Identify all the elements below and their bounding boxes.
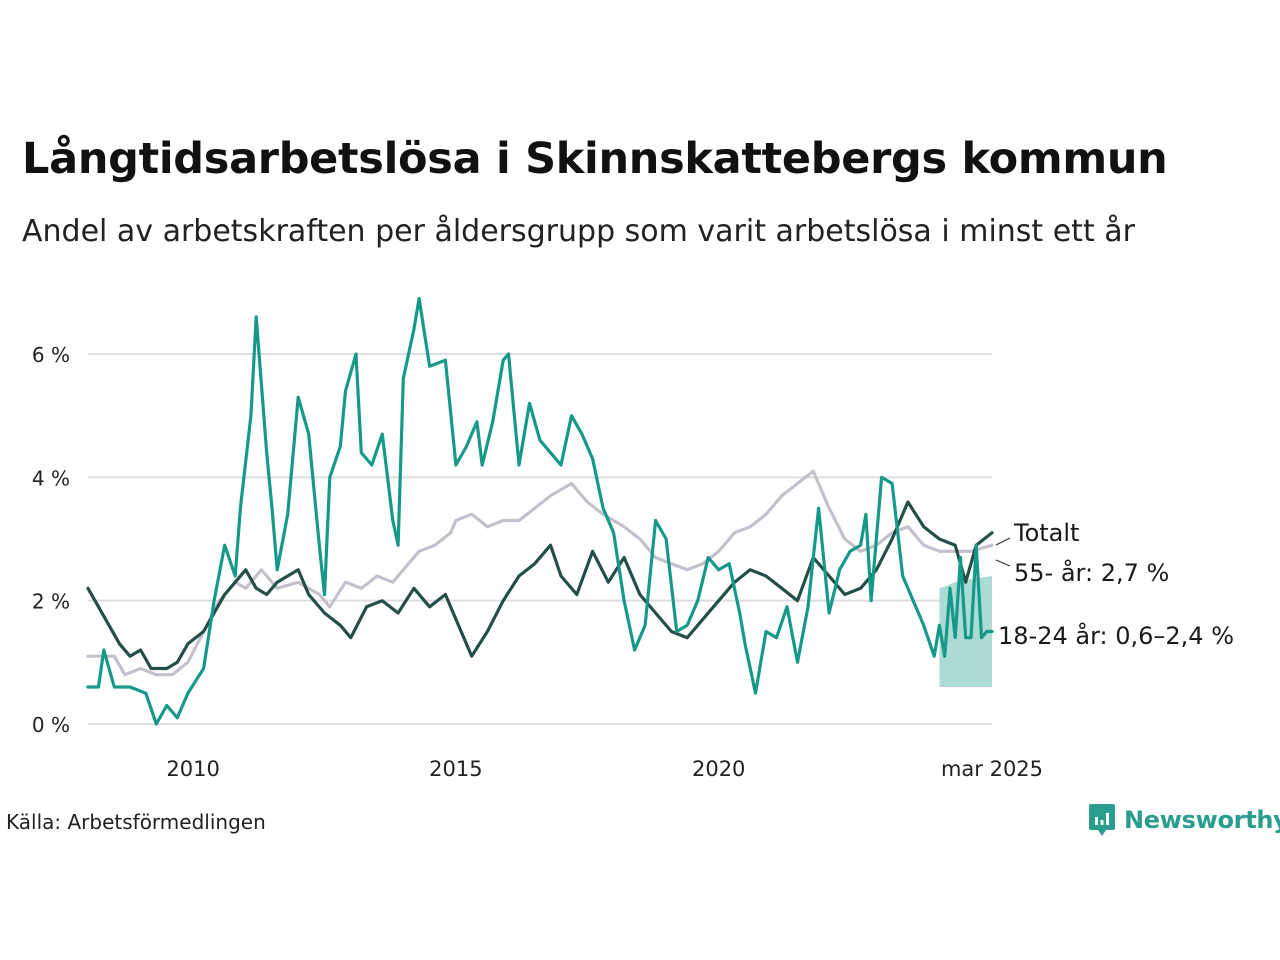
label-leader-line (995, 537, 1011, 546)
series-end-label: Totalt (1013, 519, 1079, 547)
x-tick-label: mar 2025 (941, 757, 1043, 781)
series-end-label: 55- år: 2,7 % (1014, 558, 1169, 587)
x-tick-label: 2015 (429, 757, 482, 781)
grid-layer (88, 353, 992, 725)
label-leader-line (995, 559, 1011, 567)
y-tick-label: 6 % (32, 343, 70, 367)
newsworthy-logo-icon (1089, 804, 1115, 836)
series-line-18-24 (86, 296, 994, 726)
x-tick-label: 2020 (692, 757, 745, 781)
series-end-label: 18-24 år: 0,6–2,4 % (998, 621, 1234, 650)
tick-layer: 0 % 2 % 4 % 6 % 2010 2015 2020 mar 2025 (32, 343, 1043, 781)
line-layer (86, 296, 994, 726)
series-line-55 (86, 500, 994, 671)
series-line-totalt (86, 469, 994, 677)
source-note: Källa: Arbetsförmedlingen (6, 810, 266, 834)
label-layer: Totalt 55- år: 2,7 % 18-24 år: 0,6–2,4 % (995, 519, 1234, 650)
x-tick-label: 2010 (166, 757, 219, 781)
y-tick-label: 2 % (32, 590, 70, 614)
chart-title: Långtidsarbetslösa i Skinnskattebergs ko… (22, 134, 1168, 184)
y-tick-label: 0 % (32, 713, 70, 737)
brand-logo: Newsworthy (1088, 802, 1280, 838)
brand-name: Newsworthy (1124, 806, 1280, 834)
chart-subtitle: Andel av arbetskraften per åldersgrupp s… (22, 214, 1135, 249)
y-tick-label: 4 % (32, 466, 70, 490)
